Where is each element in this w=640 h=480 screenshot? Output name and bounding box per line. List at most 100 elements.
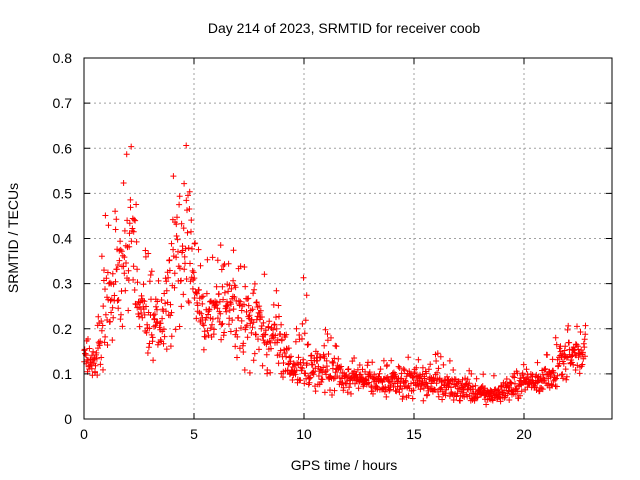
data-point — [177, 265, 183, 272]
data-point — [134, 279, 141, 286]
x-tick-label: 15 — [406, 426, 422, 442]
plot-frame — [83, 57, 613, 420]
data-point — [322, 326, 329, 333]
data-point — [388, 357, 395, 364]
data-point — [168, 309, 175, 316]
data-point — [582, 322, 589, 329]
data-point — [442, 392, 449, 399]
data-point — [181, 180, 188, 187]
data-point — [553, 375, 560, 382]
data-point — [100, 303, 107, 310]
data-point — [178, 220, 185, 227]
data-point — [214, 305, 221, 312]
data-point — [93, 355, 100, 362]
data-point — [255, 336, 261, 343]
data-point — [579, 361, 586, 368]
data-point — [299, 335, 305, 342]
data-point — [97, 361, 104, 368]
data-point — [163, 308, 169, 315]
data-point — [317, 354, 324, 361]
data-point — [253, 299, 260, 306]
data-point — [263, 351, 270, 358]
data-point — [126, 220, 133, 227]
data-point — [127, 204, 134, 211]
data-point — [579, 349, 586, 356]
data-point — [197, 262, 204, 269]
data-point — [99, 322, 106, 329]
data-point — [305, 341, 312, 348]
data-point — [115, 305, 122, 312]
data-point — [109, 270, 116, 277]
data-point — [147, 272, 154, 278]
data-point — [124, 217, 131, 224]
data-point — [226, 307, 233, 314]
data-point — [376, 370, 383, 377]
data-point — [219, 283, 226, 290]
data-point — [566, 339, 573, 346]
data-point — [224, 302, 231, 309]
data-point — [424, 391, 431, 398]
data-point — [120, 263, 127, 270]
data-point — [117, 238, 124, 245]
data-point — [352, 380, 358, 387]
data-point — [562, 366, 569, 373]
data-point — [205, 311, 211, 318]
data-point — [250, 357, 257, 364]
data-point — [280, 360, 287, 366]
data-point — [503, 376, 510, 382]
data-point — [395, 363, 402, 370]
data-point — [314, 357, 321, 364]
data-point — [575, 346, 582, 353]
data-point — [168, 333, 175, 340]
data-point — [410, 387, 417, 394]
data-point — [307, 374, 314, 381]
data-point — [200, 322, 207, 329]
data-point — [126, 243, 133, 250]
data-point — [174, 214, 180, 221]
data-point — [344, 389, 351, 396]
data-point — [410, 375, 416, 381]
data-point — [173, 233, 180, 239]
data-point — [283, 331, 290, 338]
data-point — [142, 247, 149, 254]
data-point — [425, 366, 432, 373]
data-point — [194, 302, 201, 309]
data-point — [541, 377, 548, 383]
data-point — [123, 260, 129, 266]
data-point — [183, 276, 190, 282]
data-point — [450, 367, 457, 373]
data-point — [104, 269, 111, 276]
data-point — [312, 365, 319, 372]
data-point — [125, 307, 132, 314]
data-point — [248, 329, 255, 336]
data-point — [249, 306, 256, 313]
data-point — [396, 365, 403, 371]
data-point — [320, 364, 327, 371]
data-point — [304, 360, 310, 367]
data-point — [437, 353, 444, 360]
data-point — [117, 316, 124, 323]
data-point — [138, 310, 145, 316]
data-point — [576, 350, 583, 357]
data-point — [226, 282, 233, 289]
data-point — [324, 331, 331, 337]
data-point — [292, 371, 299, 378]
data-point — [280, 374, 286, 381]
data-point — [191, 295, 198, 301]
data-point — [118, 311, 124, 318]
data-point — [344, 377, 351, 384]
data-point — [473, 375, 480, 382]
data-point — [145, 344, 152, 351]
data-point — [92, 368, 98, 375]
data-point — [86, 345, 93, 352]
data-point — [102, 286, 108, 293]
data-point — [470, 386, 477, 393]
x-axis-ticks: 0 5 10 15 20 — [80, 58, 532, 442]
data-point — [541, 366, 548, 373]
data-point — [281, 350, 288, 356]
data-point — [185, 245, 192, 251]
data-point — [435, 365, 442, 372]
data-point — [289, 377, 296, 383]
data-point — [122, 287, 129, 294]
